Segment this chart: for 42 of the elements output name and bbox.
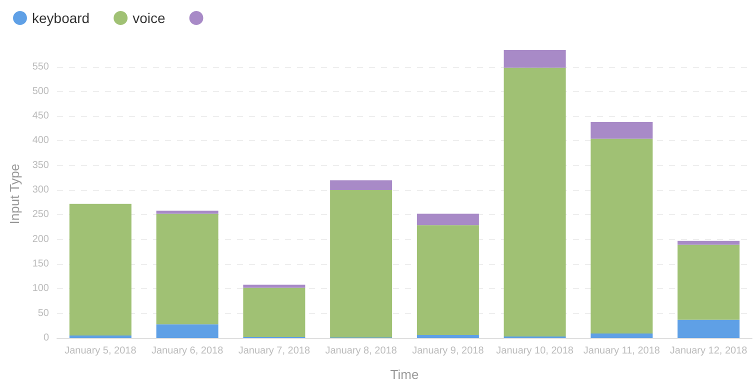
bar [504,50,566,68]
y-tick-label: 500 [32,86,50,97]
x-tick-label: January 7, 2018 [238,346,310,356]
bar [243,288,306,338]
y-tick-label: 150 [32,258,50,270]
bar [156,324,218,338]
y-tick-label: 400 [32,135,50,146]
y-tick-label: 50 [38,308,50,319]
y-tick-label: 300 [32,184,50,196]
x-tick-label: January 8, 2018 [325,346,398,356]
bar [590,122,653,139]
x-tick-label: January 10, 2018 [496,346,574,356]
y-tick-label: 250 [32,209,50,220]
bar [330,190,392,338]
legend-label: keyboard [32,10,90,26]
x-tick-label: January 12, 2018 [670,346,748,356]
bar [504,68,566,337]
y-tick-label: 0 [43,332,50,344]
bar [330,180,392,190]
bar [156,214,218,324]
bar [678,320,740,338]
bar [590,334,653,338]
y-axis-title: Input Type [7,164,22,224]
y-tick-label: 200 [32,234,50,245]
y-tick-label: 550 [32,61,50,72]
x-tick-label: January 6, 2018 [151,346,224,356]
bar [416,214,479,226]
x-tick-label: January 5, 2018 [64,346,137,356]
bar [416,225,479,336]
x-tick-label: January 9, 2018 [412,346,484,356]
bar [69,204,132,336]
bar [243,284,306,288]
x-tick-label: January 11, 2018 [583,346,660,356]
bar [678,244,740,320]
y-tick-label: 100 [32,283,50,294]
legend-label: voice [132,10,166,26]
x-axis-title: Time [390,367,419,382]
y-tick-label: 450 [32,110,50,122]
bar [590,138,653,334]
bar [416,335,479,338]
bar [678,240,740,245]
y-tick-label: 350 [32,160,50,171]
